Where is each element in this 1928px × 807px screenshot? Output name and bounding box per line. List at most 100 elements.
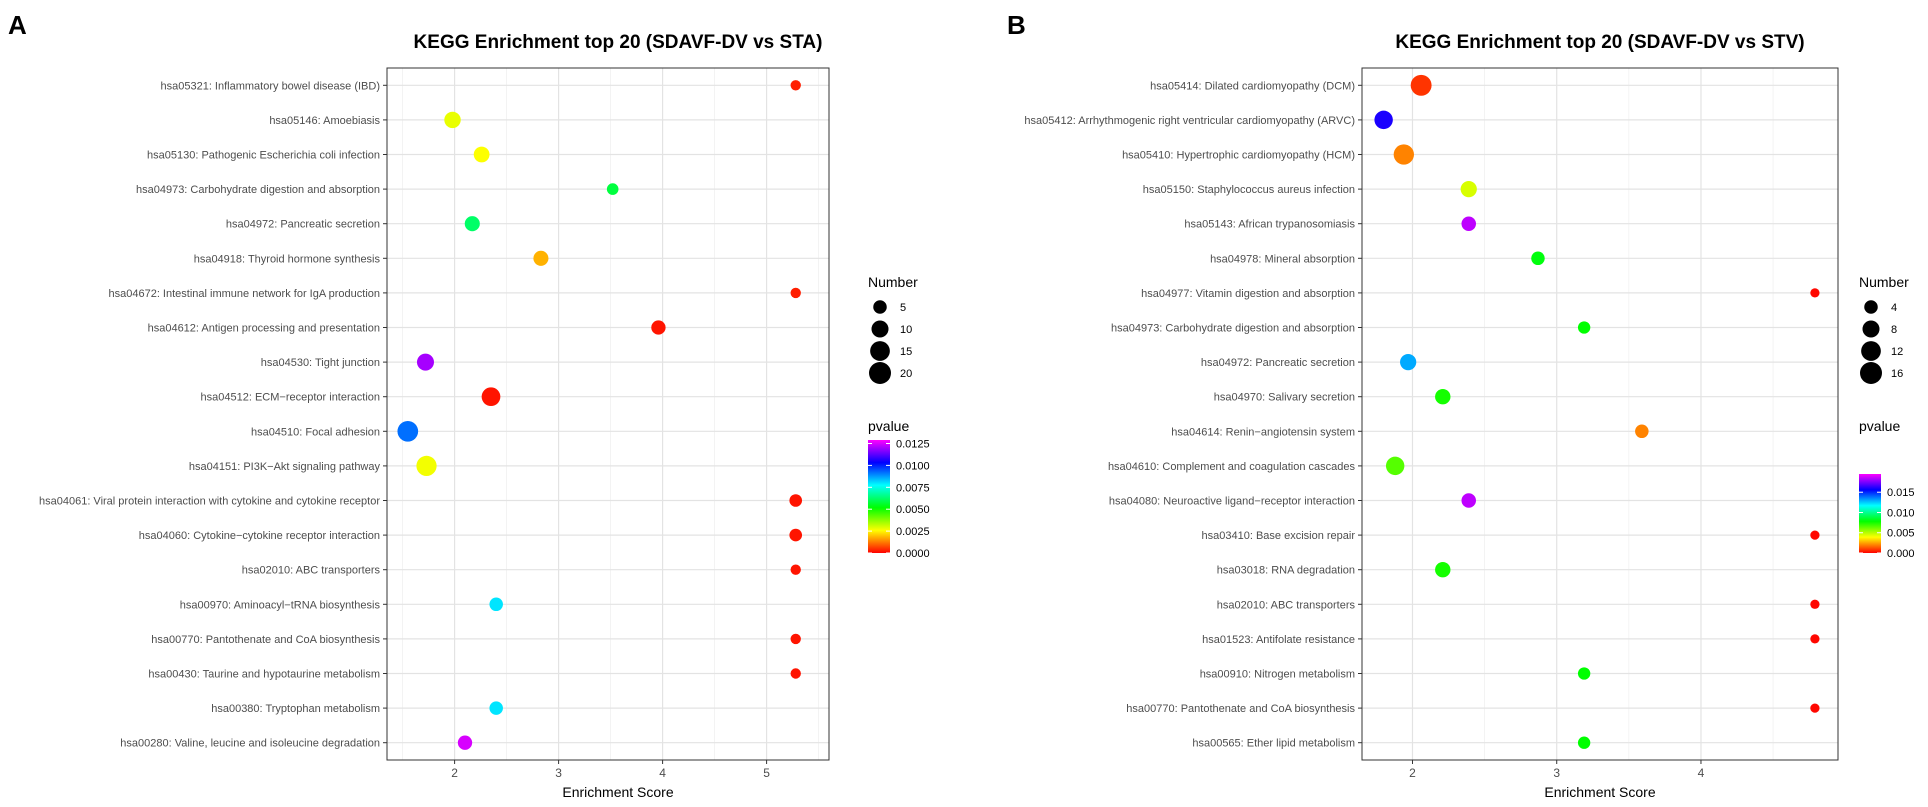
size-legend-title-b: Number — [1859, 274, 1909, 290]
y-category-label: hsa00770: Pantothenate and CoA biosynthe… — [1126, 703, 1355, 715]
panel-b: B KEGG Enrichment top 20 (SDAVF-DV vs ST… — [1007, 10, 1915, 800]
size-legend-title-a: Number — [868, 274, 918, 290]
size-legend-items-a: 5 10 15 20 — [869, 300, 912, 384]
y-category-label: hsa04612: Antigen processing and present… — [148, 323, 380, 335]
size-legend-label: 10 — [900, 324, 912, 336]
data-point — [1577, 321, 1591, 334]
y-category-label: hsa04060: Cytokine−cytokine receptor int… — [139, 530, 380, 542]
color-legend-title-a: pvalue — [868, 418, 909, 434]
plot-area-b: 2 3 4 hsa05414: Dilated cardiomyopathy (DCM… — [1024, 67, 1839, 780]
y-category-label: hsa05130: Pathogenic Escherichia coli in… — [147, 150, 380, 162]
y-category-label: hsa03410: Base excision repair — [1202, 530, 1356, 542]
data-point — [1461, 493, 1476, 508]
colorbar — [1859, 474, 1881, 553]
colorbar-label: 0.0025 — [896, 526, 930, 538]
y-category-label: hsa04080: Neuroactive ligand−receptor in… — [1109, 496, 1355, 508]
x-tick-label: 3 — [555, 766, 562, 780]
size-legend-label: 8 — [1891, 324, 1897, 336]
data-point — [464, 216, 480, 232]
data-point — [416, 353, 434, 371]
data-point — [1810, 288, 1820, 298]
data-point — [1410, 74, 1432, 96]
colorbar-label: 0.0000 — [896, 548, 930, 560]
y-category-label: hsa00280: Valine, leucine and isoleucine… — [120, 738, 380, 750]
data-point — [789, 494, 803, 507]
y-category-label: hsa04512: ECM−receptor interaction — [201, 392, 380, 404]
size-legend-dot — [1864, 300, 1878, 314]
data-point — [790, 633, 801, 645]
y-category-label: hsa04918: Thyroid hormone synthesis — [194, 253, 381, 265]
data-point — [489, 597, 503, 612]
data-point — [1577, 667, 1591, 680]
size-legend-dot — [1860, 362, 1882, 384]
data-point — [416, 455, 437, 477]
data-point — [1635, 424, 1649, 439]
size-legend-dot — [1862, 320, 1880, 338]
data-point — [444, 111, 461, 129]
data-point — [1435, 388, 1451, 405]
y-category-label: hsa04973: Carbohydrate digestion and abs… — [136, 184, 380, 196]
data-point — [789, 528, 803, 542]
color-legend-bar-b: 0.015 0.010 0.005 0.000 — [1859, 474, 1915, 560]
x-tick-label: 4 — [1698, 766, 1705, 780]
size-legend-label: 4 — [1891, 302, 1897, 314]
y-category-label: hsa04672: Intestinal immune network for … — [109, 288, 381, 300]
color-legend-title-b: pvalue — [1859, 418, 1900, 434]
colorbar-label: 0.000 — [1887, 548, 1915, 560]
y-category-label: hsa04510: Focal adhesion — [251, 426, 380, 438]
chart-title-b: KEGG Enrichment top 20 (SDAVF-DV vs STV) — [1395, 32, 1804, 53]
colorbar-label: 0.005 — [1887, 528, 1915, 540]
data-point — [651, 320, 666, 335]
y-category-label: hsa05321: Inflammatory bowel disease (IB… — [161, 80, 381, 92]
size-legend-dot — [873, 300, 887, 314]
size-legend-dot — [871, 320, 889, 338]
y-category-label: hsa04530: Tight junction — [261, 357, 380, 369]
x-tick-label: 4 — [659, 766, 666, 780]
size-legend-label: 20 — [900, 368, 912, 380]
x-tick-label: 2 — [451, 766, 458, 780]
y-category-label: hsa02010: ABC transporters — [242, 565, 381, 577]
data-point — [473, 146, 490, 163]
y-category-label: hsa02010: ABC transporters — [1217, 599, 1356, 611]
colorbar — [868, 440, 890, 553]
x-axis-label-a: Enrichment Score — [562, 784, 673, 800]
size-legend-label: 16 — [1891, 368, 1903, 380]
size-legend-dot — [869, 362, 891, 384]
data-point — [1577, 736, 1591, 749]
data-point — [1374, 110, 1393, 130]
y-category-label: hsa04061: Viral protein interaction with… — [39, 496, 380, 508]
chart-title-a: KEGG Enrichment top 20 (SDAVF-DV vs STA) — [414, 32, 823, 53]
y-category-label: hsa04614: Renin−angiotensin system — [1171, 426, 1355, 438]
data-point — [790, 668, 801, 679]
size-legend-label: 15 — [900, 346, 912, 358]
data-point — [397, 420, 419, 442]
color-legend-bar-a: 0.0125 0.0100 0.0075 0.0050 0.0025 0.0000 — [868, 439, 930, 560]
y-category-label: hsa04151: PI3K−Akt signaling pathway — [189, 461, 381, 473]
size-legend-items-b: 4 8 12 16 — [1860, 300, 1903, 384]
colorbar-label: 0.0125 — [896, 439, 930, 451]
y-category-label: hsa04610: Complement and coagulation cas… — [1108, 461, 1356, 473]
plot-border — [386, 67, 830, 761]
y-category-label: hsa04972: Pancreatic secretion — [1201, 357, 1355, 369]
x-axis-label-b: Enrichment Score — [1544, 784, 1655, 800]
data-point — [790, 80, 801, 91]
size-legend-dot — [870, 341, 890, 361]
x-tick-label: 5 — [763, 766, 770, 780]
panel-letter-b: B — [1007, 10, 1026, 40]
y-category-label: hsa00910: Nitrogen metabolism — [1200, 669, 1355, 681]
y-category-label: hsa04972: Pancreatic secretion — [226, 219, 380, 231]
y-category-label: hsa00770: Pantothenate and CoA biosynthe… — [151, 634, 380, 646]
y-category-label: hsa03018: RNA degradation — [1217, 565, 1355, 577]
data-point — [1400, 353, 1417, 371]
panel-letter-a: A — [8, 10, 27, 40]
y-category-label: hsa04970: Salivary secretion — [1214, 392, 1355, 404]
colorbar-label: 0.0100 — [896, 460, 930, 472]
y-category-label: hsa05143: African trypanosomiasis — [1184, 219, 1355, 231]
y-category-label: hsa00380: Tryptophan metabolism — [211, 703, 380, 715]
y-category-label: hsa05412: Arrhythmogenic right ventricul… — [1024, 115, 1355, 127]
legend-b: Number 4 8 12 16 pvalue 0.015 0.010 0.005 0.00… — [1859, 274, 1915, 560]
y-category-label: hsa04978: Mineral absorption — [1210, 253, 1355, 265]
colorbar-label: 0.0075 — [896, 482, 930, 494]
y-category-label: hsa05414: Dilated cardiomyopathy (DCM) — [1150, 80, 1355, 92]
